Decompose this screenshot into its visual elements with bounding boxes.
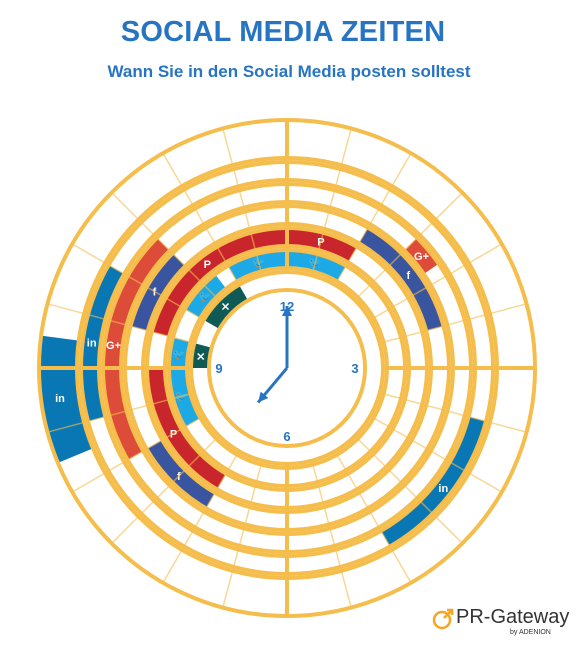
twitter-icon: 🐦: [198, 291, 212, 303]
spoke-10: [334, 450, 412, 584]
segment-googleplus-13: G+: [404, 237, 439, 274]
spoke-5: [379, 303, 527, 344]
spoke-21: [111, 192, 220, 301]
spoke-19: [47, 303, 195, 344]
pinterest-icon: P: [170, 429, 177, 441]
spoke-16: [71, 415, 205, 493]
segment-pinterest-9: P: [147, 368, 226, 490]
spoke-14: [162, 450, 240, 584]
xing-icon: ✕: [221, 301, 230, 313]
ring-0: [207, 288, 367, 448]
brand-sub: by ADENION: [510, 629, 551, 636]
spoke-22: [162, 152, 240, 286]
facebook-icon: f: [153, 287, 157, 299]
facebook-icon: f: [177, 471, 181, 483]
pinterest-icon: P: [204, 259, 211, 271]
spoke-3: [354, 192, 463, 301]
spoke-23: [222, 128, 263, 276]
spoke-1: [311, 128, 352, 276]
segment-twitter-6: 🐦: [169, 337, 191, 368]
clock-face: 12369: [211, 292, 363, 444]
twitter-icon: 🐦: [175, 391, 189, 403]
clock-label-6: 6: [283, 429, 290, 444]
spoke-4: [369, 243, 503, 321]
page-subtitle: Wann Sie in den Social Media posten soll…: [107, 62, 471, 81]
segment-twitter-2: 🐦: [184, 274, 227, 318]
brand-icon: [432, 608, 454, 630]
minute-hand-tip: [282, 306, 292, 316]
spoke-20: [71, 243, 205, 321]
spoke-11: [311, 460, 352, 608]
brand-logo: PR-Gateway by ADENION: [432, 604, 572, 644]
clock-rings: [37, 118, 537, 618]
segment-twitter-5: 🐦: [169, 368, 201, 427]
linkedin-icon: in: [438, 483, 448, 495]
linkedin-icon: in: [87, 337, 97, 349]
spoke-8: [369, 415, 503, 493]
spoke-2: [334, 152, 412, 286]
googleplus-icon: G+: [106, 340, 121, 352]
googleplus-icon: G+: [414, 251, 429, 263]
facebook-icon: f: [407, 270, 411, 282]
clock-label-3: 3: [351, 361, 358, 376]
segment-xing-1: ✕: [191, 343, 212, 368]
linkedin-icon: in: [55, 393, 65, 405]
spoke-15: [111, 435, 220, 544]
spoke-7: [379, 392, 527, 433]
brand-name: PR-Gateway: [456, 606, 570, 628]
twitter-icon: 🐦: [172, 349, 186, 361]
segment-facebook-12: f: [130, 253, 186, 331]
clock-label-9: 9: [215, 361, 222, 376]
page-title: SOCIAL MEDIA ZEITEN: [120, 16, 446, 48]
hour-hand-tip: [258, 391, 269, 403]
spoke-17: [47, 392, 195, 433]
segment-xing-0: ✕: [203, 284, 248, 329]
spoke-13: [222, 460, 263, 608]
xing-icon: ✕: [196, 352, 205, 364]
spoke-9: [354, 435, 463, 544]
